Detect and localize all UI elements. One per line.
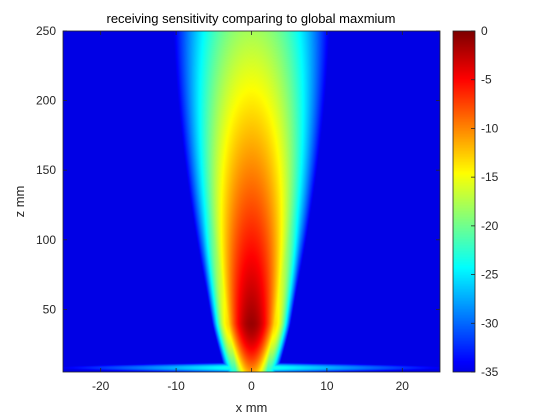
colorbar-tick-label: -20 [481, 219, 499, 233]
x-tick-label: 20 [396, 379, 410, 393]
x-tick-label: 10 [320, 379, 334, 393]
x-axis: -20 -10 0 10 20 [92, 31, 409, 393]
y-axis: 50 100 150 200 250 [36, 24, 440, 316]
y-tick-label: 50 [43, 302, 57, 316]
colorbar-tick-label: -35 [481, 365, 499, 379]
y-tick-label: 100 [36, 233, 56, 247]
chart-title: receiving sensitivity comparing to globa… [106, 11, 395, 26]
x-tick-label: -10 [167, 379, 185, 393]
y-axis-label: z mm [12, 186, 27, 218]
y-tick-label: 150 [36, 163, 56, 177]
colorbar-tick-label: -25 [481, 268, 499, 282]
sensitivity-heatmap [63, 31, 440, 372]
colorbar-frame [452, 30, 476, 373]
colorbar-tick-label: -10 [481, 121, 499, 135]
y-tick-label: 250 [36, 24, 56, 38]
colorbar-ticks: 0 -5 -10 -15 -20 -25 -30 -35 [471, 24, 499, 379]
colorbar-tick-label: -30 [481, 316, 499, 330]
plot-area [62, 30, 441, 373]
x-tick-label: 0 [248, 379, 255, 393]
x-tick-label: -20 [92, 379, 110, 393]
x-axis-label: x mm [236, 400, 268, 415]
colorbar-tick-label: -15 [481, 170, 499, 184]
colorbar-tick-label: -5 [481, 73, 492, 87]
colorbar-tick-label: 0 [481, 24, 488, 38]
y-tick-label: 200 [36, 94, 56, 108]
colorbar: 0 -5 -10 -15 -20 -25 -30 -35 [452, 24, 499, 379]
colorbar-gradient [453, 31, 475, 372]
